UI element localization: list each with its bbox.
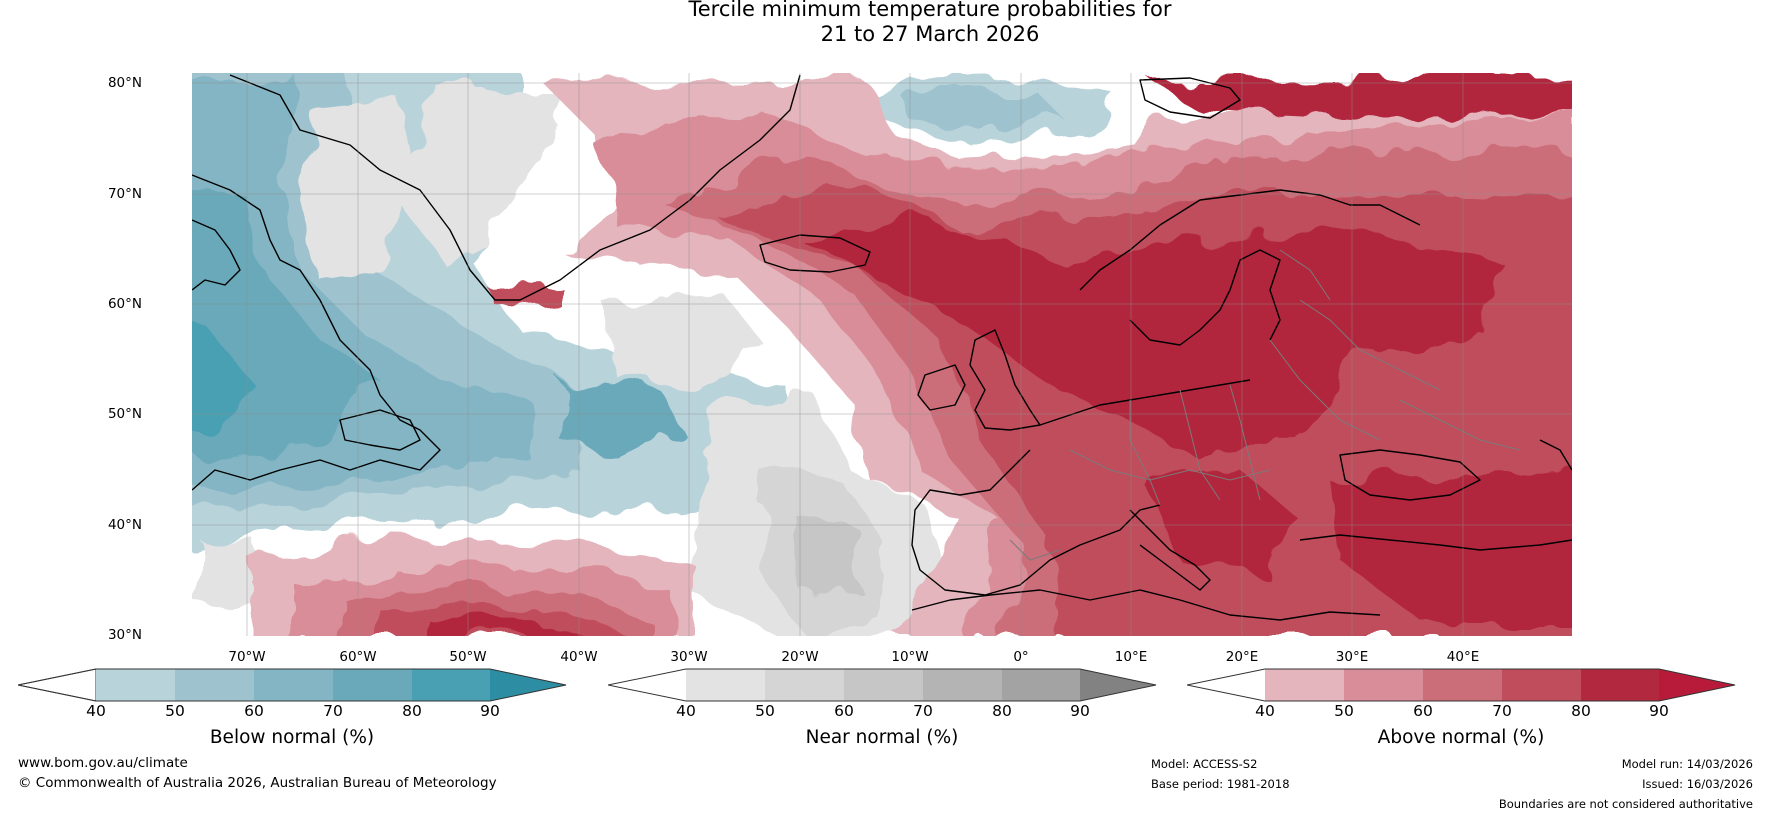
- europe-atlantic-coast: [911, 449, 1161, 596]
- lon-label: 0°: [1013, 649, 1029, 665]
- cbar-label-above-normal: Above normal (%): [1377, 727, 1545, 748]
- above-normal-field: [250, 75, 1572, 636]
- footer-disclaimer: Boundaries are not considered authoritat…: [1498, 797, 1753, 811]
- cbar-tick: 40: [86, 702, 106, 720]
- lon-label: 60°W: [339, 649, 377, 665]
- cbar-segment: [765, 669, 844, 701]
- norway-coast: [1079, 189, 1421, 291]
- cbar-segment-low: [1187, 669, 1265, 701]
- cbar-tick: 60: [834, 702, 854, 720]
- cbar-tick: 50: [165, 702, 185, 720]
- cbar-segment: [333, 669, 412, 701]
- cbar-tick: 50: [755, 702, 775, 720]
- cbar-tick: 80: [402, 702, 422, 720]
- cbar-segment: [923, 669, 1002, 701]
- footer-model-run: Model run: 14/03/2026: [1621, 757, 1753, 771]
- footer-model: Model: ACCESS-S2: [1151, 757, 1258, 771]
- lon-label: 30°E: [1335, 649, 1369, 665]
- cbar-label-below-normal: Below normal (%): [209, 727, 375, 748]
- chart-title: Tercile minimum temperature probabilitie…: [0, 0, 1770, 47]
- cbar-tick: 70: [913, 702, 933, 720]
- baltic-coast: [1129, 249, 1281, 346]
- cbar-segment: [1581, 669, 1659, 701]
- cbar-tick: 80: [1571, 702, 1591, 720]
- lon-label: 30°W: [670, 649, 708, 665]
- cbar-tick: 90: [1070, 702, 1090, 720]
- lon-label: 20°W: [781, 649, 819, 665]
- colorbar-above-normal: [1187, 668, 1736, 702]
- colorbar-near-normal: [608, 668, 1157, 702]
- cbar-segment-high: [1659, 669, 1735, 701]
- cbar-tick: 90: [1649, 702, 1669, 720]
- lon-label: 70°W: [228, 649, 266, 665]
- title-line-2: 21 to 27 March 2026: [820, 22, 1040, 46]
- lon-label: 10°W: [891, 649, 929, 665]
- labrador-coast: [192, 174, 441, 491]
- cbar-segment: [412, 669, 490, 701]
- ireland-coast: [917, 364, 966, 411]
- national-borders: [1009, 249, 1521, 561]
- anatolia-coast: [1299, 534, 1572, 551]
- cbar-tick: 40: [1255, 702, 1275, 720]
- cbar-segment: [844, 669, 923, 701]
- baffin-coast: [192, 219, 241, 291]
- cbar-segment: [96, 669, 175, 701]
- cbar-segment: [1502, 669, 1581, 701]
- lon-label: 50°W: [449, 649, 487, 665]
- cbar-segment: [1423, 669, 1502, 701]
- cbar-tick: 60: [1413, 702, 1433, 720]
- north-sea-coast: [1039, 379, 1251, 426]
- graticule: [192, 73, 1572, 636]
- cbar-tick: 90: [480, 702, 500, 720]
- cbar-segment: [175, 669, 254, 701]
- iceland-coast: [759, 234, 871, 273]
- cbar-tick: 50: [1334, 702, 1354, 720]
- greenland-coast: [229, 74, 801, 301]
- lon-label: 10°E: [1114, 649, 1148, 665]
- cbar-segment: [254, 669, 333, 701]
- svalbard-coast: [1139, 77, 1241, 119]
- caspian-coast: [1539, 439, 1572, 471]
- cbar-segment: [1002, 669, 1080, 701]
- cbar-tick: 80: [992, 702, 1012, 720]
- great-britain-coast: [969, 329, 1041, 431]
- footer-copyright: © Commonwealth of Australia 2026, Austra…: [18, 775, 497, 791]
- lon-label: 40°W: [560, 649, 598, 665]
- cbar-tick: 70: [323, 702, 343, 720]
- newfoundland-coast: [339, 409, 421, 451]
- cbar-tick: 60: [244, 702, 264, 720]
- cbar-segment: [1344, 669, 1423, 701]
- footer-url[interactable]: www.bom.gov.au/climate: [18, 755, 188, 771]
- footer-issued: Issued: 16/03/2026: [1642, 777, 1753, 791]
- colorbar-below-normal: [18, 668, 567, 702]
- title-line-1: Tercile minimum temperature probabilitie…: [688, 0, 1172, 21]
- probability-fields: [192, 73, 1572, 636]
- black-sea-coast: [1339, 449, 1481, 501]
- cbar-label-near-normal: Near normal (%): [805, 727, 959, 748]
- cbar-segment-low: [608, 669, 686, 701]
- cbar-tick: 40: [676, 702, 696, 720]
- cbar-segment: [686, 669, 765, 701]
- cbar-segment-high: [490, 669, 566, 701]
- cbar-tick: 70: [1492, 702, 1512, 720]
- cbar-segment-low: [18, 668, 97, 702]
- footer-base-period: Base period: 1981-2018: [1151, 777, 1290, 791]
- lon-label: 20°E: [1225, 649, 1259, 665]
- north-africa-coast: [911, 589, 1381, 621]
- lon-label: 40°E: [1446, 649, 1480, 665]
- cbar-segment: [1265, 669, 1344, 701]
- coastlines: [192, 74, 1572, 621]
- cbar-segment-high: [1080, 669, 1156, 701]
- italy-coast: [1129, 509, 1211, 591]
